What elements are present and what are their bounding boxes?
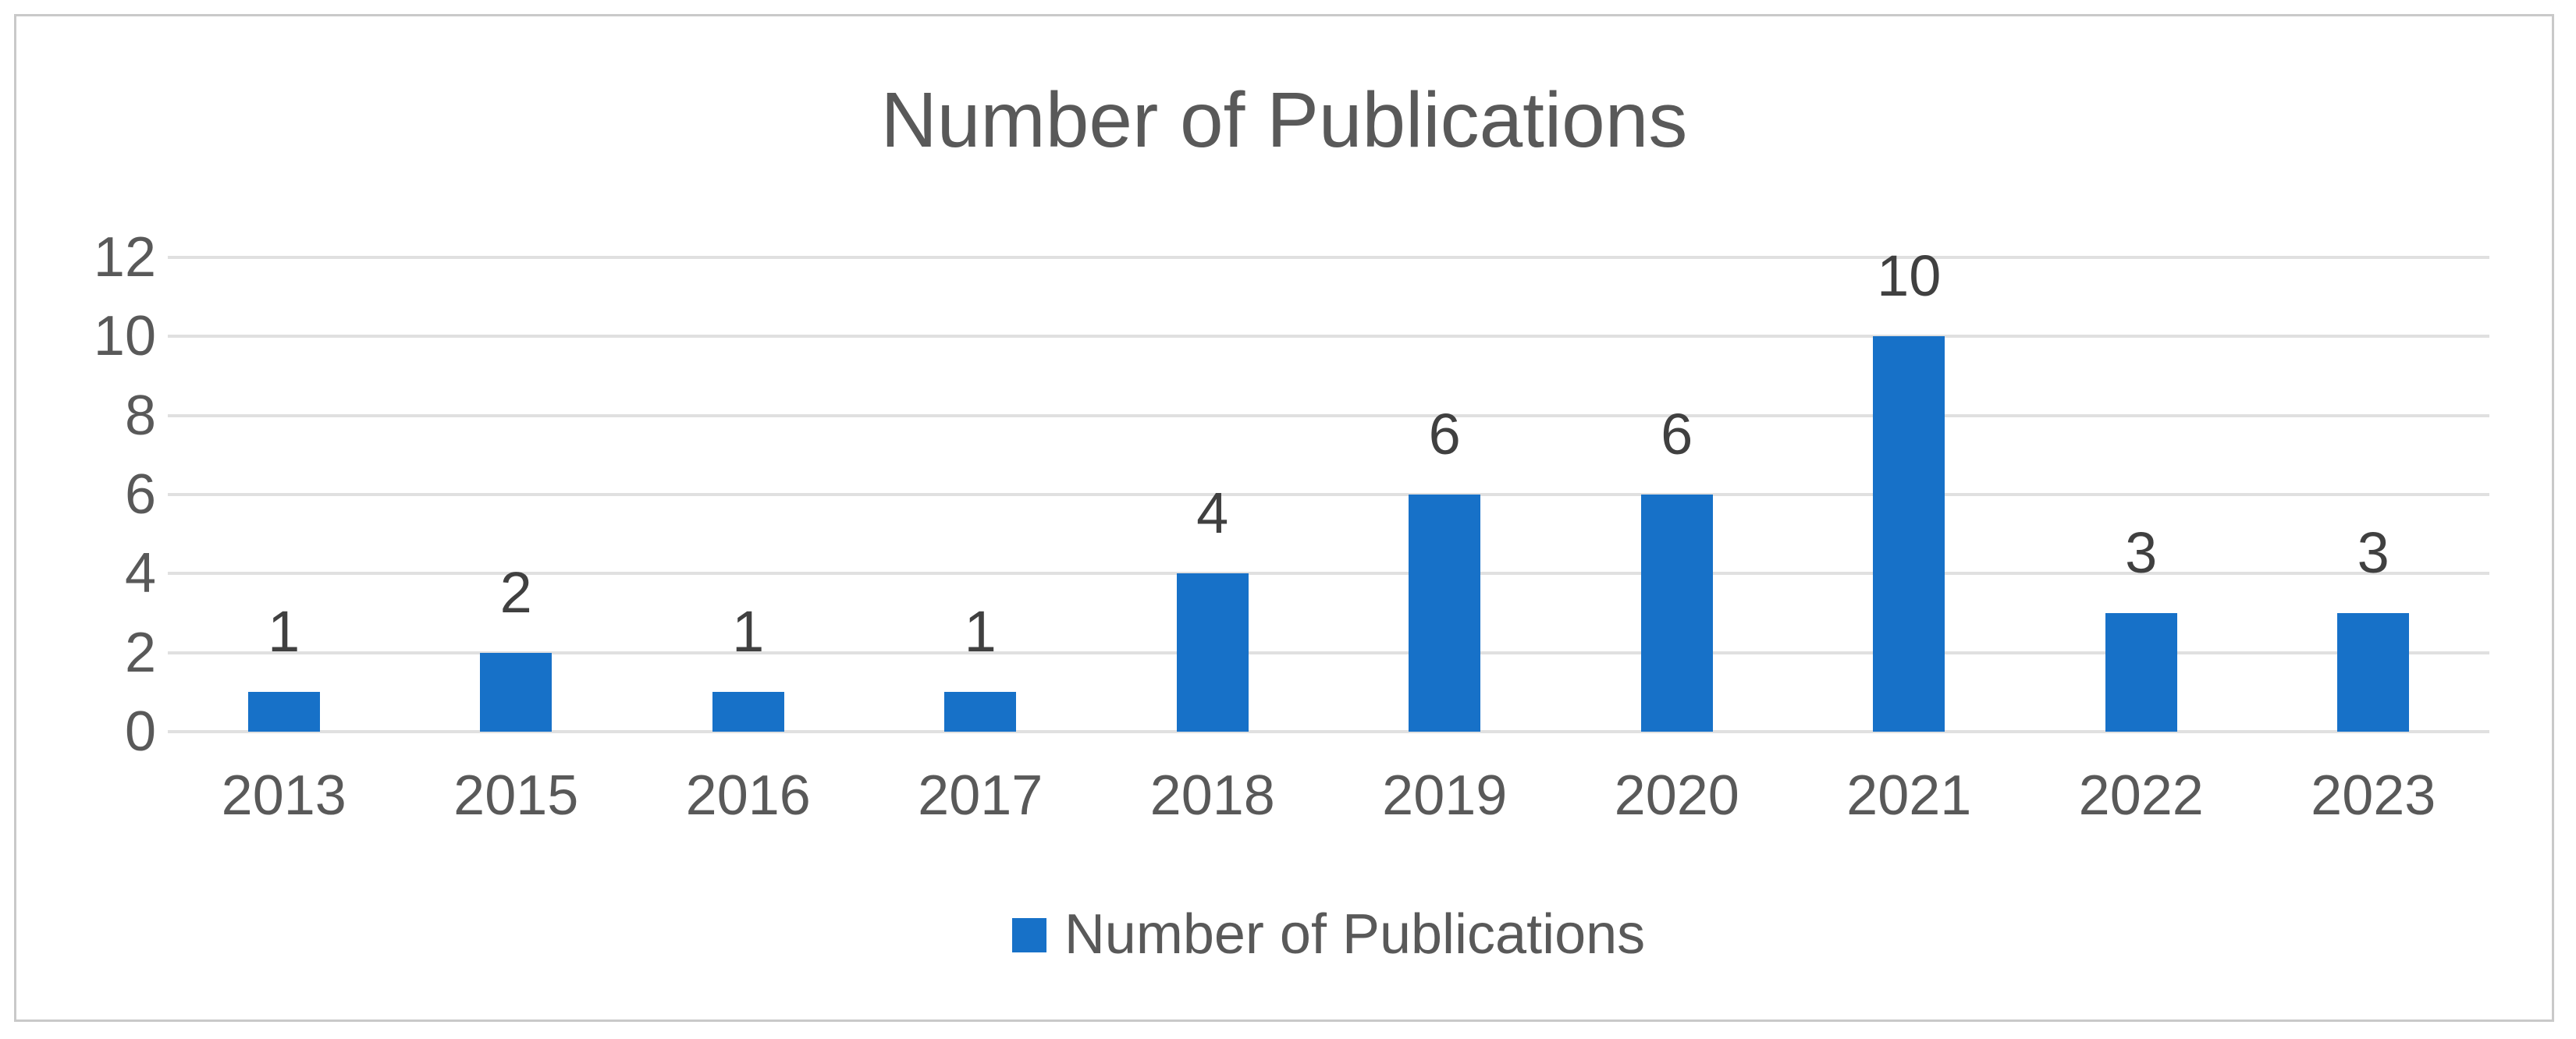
y-tick-label-12: 12	[93, 226, 156, 289]
gridline-2	[168, 651, 2489, 654]
data-label-2021: 10	[1877, 243, 1942, 309]
y-tick-label-10: 10	[93, 305, 156, 368]
gridline-8	[168, 413, 2489, 417]
bar-slot-2015: 2	[400, 257, 633, 732]
gridline-0	[168, 730, 2489, 733]
x-tick-label-2018: 2018	[1149, 764, 1275, 827]
bar-2019	[1409, 495, 1481, 732]
x-tick-label-2020: 2020	[1614, 764, 1739, 827]
bar-2022	[2105, 613, 2177, 732]
bar-slot-2017: 1	[865, 257, 1097, 732]
y-axis: 0 2 4 6 8 10 12	[16, 229, 156, 760]
data-label-2016: 1	[732, 599, 765, 665]
bar-slot-2013: 1	[168, 257, 400, 732]
x-tick-label-2017: 2017	[918, 764, 1043, 827]
data-label-2023: 3	[2357, 520, 2389, 585]
bar-2020	[1640, 495, 1713, 732]
bar-slot-2021: 10	[1793, 243, 2026, 732]
bar-2015	[480, 652, 553, 732]
bar-slot-2020: 6	[1561, 257, 1793, 732]
bar-series: 1 2 1 1 4 6 6 10 3 3	[168, 243, 2490, 732]
bar-2018	[1176, 573, 1249, 732]
data-label-2015: 2	[499, 559, 532, 625]
data-label-2022: 3	[2125, 520, 2158, 585]
data-label-2017: 1	[964, 599, 997, 665]
chart-title: Number of Publications	[880, 76, 1688, 164]
x-tick-label-2019: 2019	[1382, 764, 1508, 827]
data-label-2013: 1	[268, 599, 300, 665]
data-label-2019: 6	[1428, 401, 1461, 466]
bar-2017	[944, 692, 1017, 732]
x-tick-label-2013: 2013	[221, 764, 346, 827]
bar-2013	[247, 692, 320, 732]
bar-slot-2019: 6	[1329, 257, 1562, 732]
bar-slot-2016: 1	[632, 257, 865, 732]
legend: Number of Publications	[168, 903, 2489, 966]
legend-label: Number of Publications	[1064, 903, 1646, 966]
y-tick-label-6: 6	[124, 463, 156, 526]
bar-2021	[1873, 336, 1945, 732]
x-tick-label-2021: 2021	[1846, 764, 1972, 827]
x-axis: 2013 2015 2016 2017 2018 2019 2020 2021 2022 2023	[168, 764, 2489, 827]
bar-slot-2022: 3	[2025, 257, 2258, 732]
y-tick-label-4: 4	[124, 542, 156, 605]
x-tick-label-2023: 2023	[2311, 764, 2436, 827]
y-tick-label-8: 8	[124, 384, 156, 447]
y-tick-label-2: 2	[124, 621, 156, 684]
gridline-6	[168, 493, 2489, 496]
bar-2016	[712, 692, 784, 732]
legend-square-icon	[1011, 917, 1046, 952]
x-tick-label-2016: 2016	[685, 764, 811, 827]
data-label-2018: 4	[1196, 480, 1229, 546]
gridline-4	[168, 572, 2489, 576]
plot-area: 1 2 1 1 4 6 6 10 3 3	[168, 243, 2490, 733]
data-label-2020: 6	[1661, 401, 1693, 466]
x-tick-label-2015: 2015	[453, 764, 579, 827]
x-tick-label-2022: 2022	[2078, 764, 2204, 827]
bar-slot-2023: 3	[2258, 257, 2490, 732]
gridline-10	[168, 335, 2489, 339]
bar-2023	[2337, 613, 2410, 732]
y-tick-label-0: 0	[124, 700, 156, 763]
gridline-12	[168, 256, 2489, 259]
bar-slot-2018: 4	[1096, 257, 1329, 732]
